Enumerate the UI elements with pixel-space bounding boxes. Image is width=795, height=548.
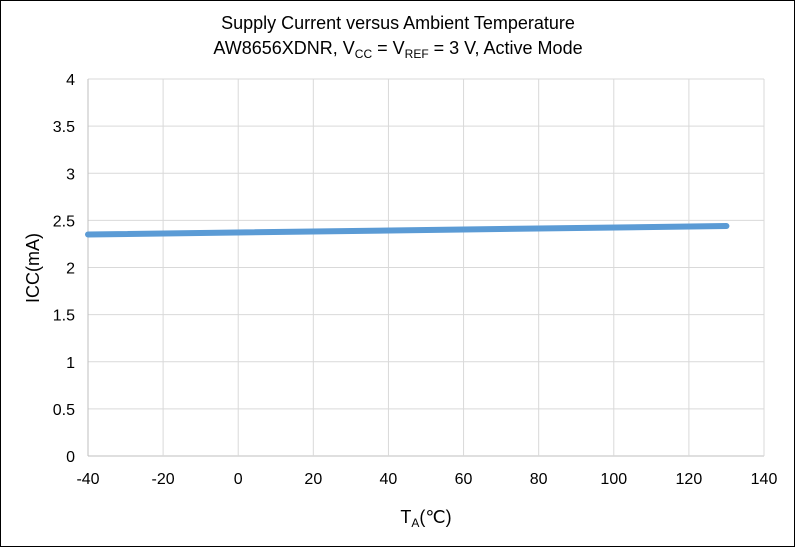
x-axis-label: TA(℃) <box>400 507 451 530</box>
series-line-icc <box>85 223 730 238</box>
y-tick-label: 4 <box>66 72 75 89</box>
y-tick-label: 2.5 <box>53 213 75 230</box>
y-tick-label: 0 <box>66 449 75 466</box>
y-tick-label: 1 <box>66 355 75 372</box>
x-tick-label: 60 <box>455 471 473 488</box>
y-tick-label: 2 <box>66 261 75 278</box>
tick-labels: 0 0.5 1 1.5 2 2.5 3 3.5 4 -40 -20 0 20 40 60 80 100 120 14… <box>53 72 778 488</box>
x-tick-label: 0 <box>234 471 243 488</box>
x-tick-label: 40 <box>380 471 398 488</box>
x-tick-label: 80 <box>530 471 548 488</box>
x-tick-label: 100 <box>600 471 627 488</box>
y-tick-label: 1.5 <box>53 308 75 325</box>
chart-title: Supply Current versus Ambient Temperatur… <box>221 13 575 33</box>
y-tick-label: 0.5 <box>53 402 75 419</box>
series-layer <box>85 223 730 238</box>
x-tick-label: 120 <box>676 471 703 488</box>
x-tick-label: -20 <box>152 471 175 488</box>
x-tick-label: -40 <box>76 471 99 488</box>
x-tick-label: 20 <box>304 471 322 488</box>
gridlines <box>87 78 765 457</box>
chart-subtitle: AW8656XDNR, VCC = VREF = 3 V, Active Mod… <box>213 38 582 61</box>
y-axis-label: ICC(mA) <box>23 233 43 303</box>
y-tick-label: 3 <box>66 166 75 183</box>
x-tick-label: 140 <box>751 471 778 488</box>
y-tick-label: 3.5 <box>53 119 75 136</box>
